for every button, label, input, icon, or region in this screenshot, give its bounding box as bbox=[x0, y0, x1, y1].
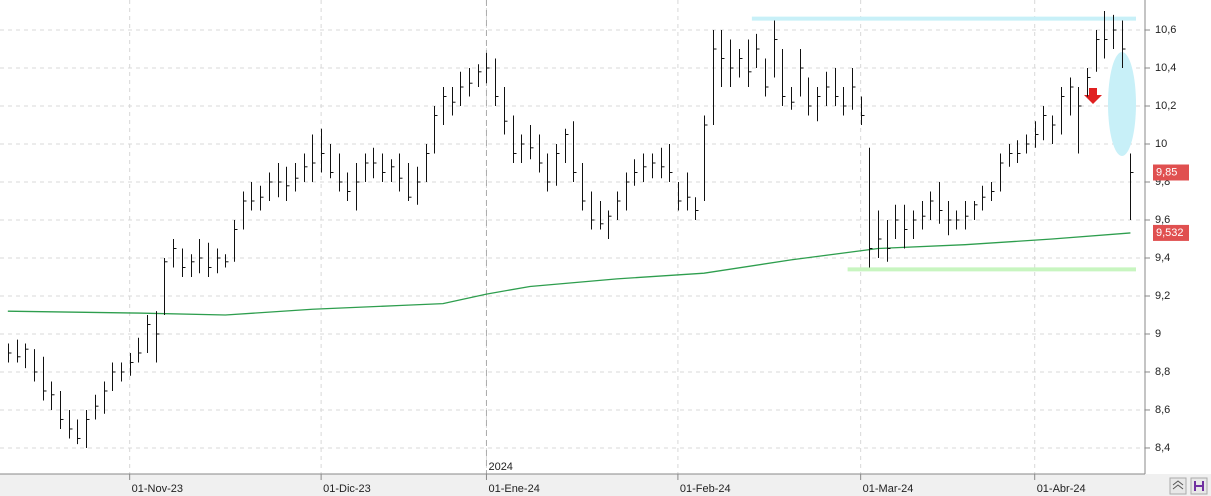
y-tick-label: 10,6 bbox=[1155, 24, 1176, 36]
y-tick-label: 8,6 bbox=[1155, 404, 1170, 416]
year-label: 2024 bbox=[488, 461, 512, 473]
x-tick-label: 01-Abr-24 bbox=[1037, 483, 1086, 495]
x-tick-label: 01-Dic-23 bbox=[323, 483, 371, 495]
x-tick-label: 01-Ene-24 bbox=[488, 483, 539, 495]
x-axis-strip bbox=[0, 474, 1211, 496]
y-tick-label: 9,4 bbox=[1155, 252, 1170, 264]
moving-average bbox=[7, 232, 1131, 316]
y-tick-label: 9,6 bbox=[1155, 214, 1170, 226]
price-label-box bbox=[1153, 164, 1189, 181]
y-tick-label: 8,4 bbox=[1155, 442, 1170, 454]
scroll-icon bbox=[1172, 480, 1184, 490]
scroll-button[interactable] bbox=[1169, 477, 1187, 495]
down-arrow bbox=[1084, 88, 1102, 104]
x-tick-label: 01-Nov-23 bbox=[132, 483, 183, 495]
y-tick-label: 10,4 bbox=[1155, 62, 1176, 74]
x-tick-label: 01-Feb-24 bbox=[680, 483, 731, 495]
y-tick-label: 10 bbox=[1155, 138, 1167, 150]
h-icon bbox=[1194, 481, 1204, 491]
price-label-box bbox=[1153, 224, 1189, 241]
y-tick-label: 9,2 bbox=[1155, 290, 1170, 302]
y-tick-label: 10,2 bbox=[1155, 100, 1176, 112]
price-label: 9,85 bbox=[1156, 166, 1177, 178]
highlight-ellipse bbox=[1108, 52, 1136, 156]
y-tick-label: 8,8 bbox=[1155, 366, 1170, 378]
price-label: 9,532 bbox=[1156, 227, 1184, 239]
y-tick-label: 9 bbox=[1155, 328, 1161, 340]
x-tick-label: 01-Mar-24 bbox=[863, 483, 914, 495]
